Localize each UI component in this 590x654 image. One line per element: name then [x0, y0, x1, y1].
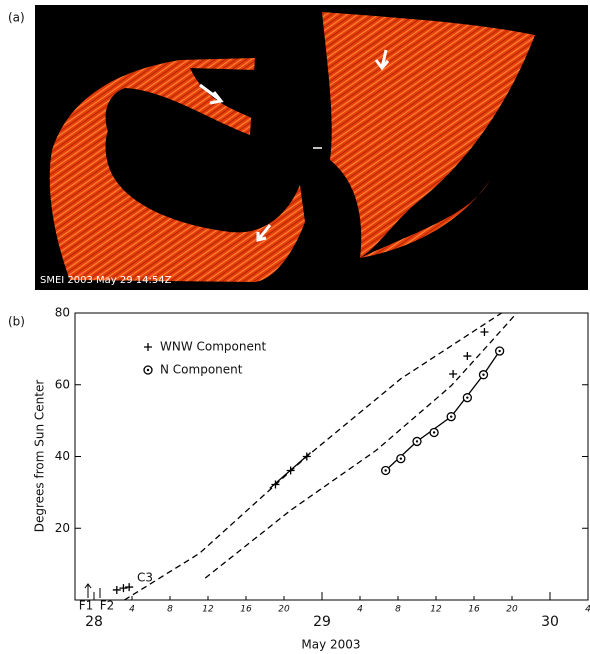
marker-dot — [450, 415, 453, 418]
annotation: C3 — [137, 571, 153, 585]
plus-marker — [302, 452, 311, 461]
panel-label: (a) — [8, 11, 25, 25]
annotation: F2 — [100, 599, 115, 613]
plus-marker — [286, 466, 295, 475]
plus-marker — [449, 369, 458, 378]
y-axis-label: Degrees from Sun Center — [33, 380, 47, 533]
fit-curve — [124, 312, 502, 601]
x-tick-label: 20 — [278, 605, 290, 615]
image-fan-right — [322, 12, 535, 258]
x-tick-label: 4 — [585, 605, 590, 615]
x-tick-label: 4 — [357, 605, 363, 615]
marker-dot — [498, 349, 501, 353]
x-tick-label: 16 — [468, 605, 480, 615]
y-tick-label: 40 — [55, 449, 70, 463]
fit-curve — [204, 312, 518, 579]
x-tick-label-major: 29 — [313, 614, 331, 630]
x-axis-label: May 2003 — [301, 638, 360, 652]
plot-frame — [74, 312, 589, 601]
marker-dot — [146, 368, 150, 372]
marker-dot — [432, 431, 436, 434]
legend-label: WNW Component — [160, 340, 266, 354]
plus-marker — [271, 480, 280, 489]
marker-dot — [399, 457, 403, 460]
arrow — [374, 49, 390, 71]
marker-dot — [415, 440, 419, 443]
y-tick-label: 20 — [55, 521, 70, 535]
image-caption: SMEI 2003 May 29 14:54Z — [40, 275, 172, 286]
legend-label: N Component — [160, 363, 243, 377]
x-tick-label: 8 — [395, 605, 401, 615]
arrow — [199, 83, 224, 105]
x-tick-label: 12 — [202, 605, 214, 615]
marker-dot — [384, 469, 387, 472]
x-tick-label-major: 30 — [541, 614, 559, 630]
image-shadow — [190, 68, 255, 118]
plus-marker — [112, 585, 121, 594]
fit-curve — [385, 350, 501, 471]
annotation-arrow — [84, 583, 92, 598]
y-tick-label: 80 — [55, 306, 70, 320]
x-tick-label: 12 — [430, 605, 442, 615]
x-tick-label: 4 — [129, 605, 135, 615]
y-tick-label: 60 — [55, 377, 70, 391]
plus-marker — [119, 584, 128, 593]
x-tick-label: 16 — [240, 605, 252, 615]
marker-dot — [482, 373, 485, 376]
panel-label: (b) — [8, 315, 25, 329]
plus-marker — [125, 583, 134, 592]
image-occulter — [105, 88, 300, 223]
annotation: F1 — [79, 599, 94, 613]
plus-marker — [144, 343, 152, 351]
arrow — [256, 224, 272, 242]
plus-marker — [463, 352, 472, 361]
plus-marker — [480, 328, 489, 337]
x-tick-label: 8 — [167, 605, 173, 615]
x-tick-label: 20 — [506, 605, 518, 615]
x-tick-label-major: 28 — [85, 614, 103, 630]
marker-dot — [466, 396, 469, 399]
